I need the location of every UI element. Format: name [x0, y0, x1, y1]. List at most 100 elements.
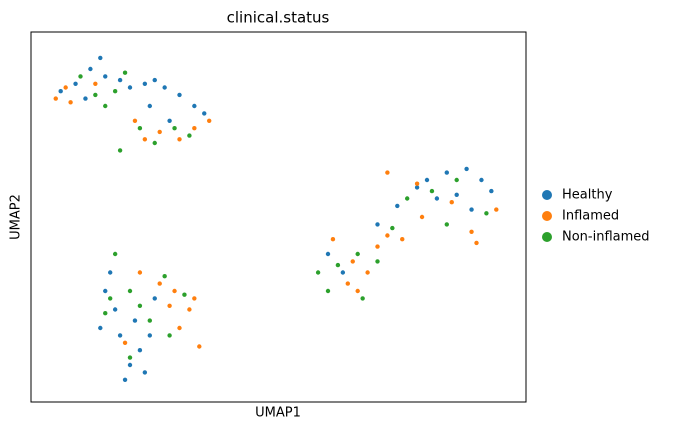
y-axis-label: UMAP2 [9, 194, 24, 240]
point [429, 188, 435, 194]
legend: Healthy Inflamed Non-inflamed [542, 188, 650, 245]
point [93, 81, 98, 87]
point [405, 196, 410, 201]
point [375, 259, 380, 264]
point [167, 333, 172, 338]
point [152, 296, 157, 301]
point [122, 340, 128, 345]
point [469, 229, 474, 234]
point [325, 288, 331, 294]
point [112, 307, 118, 312]
point [108, 270, 113, 275]
point [157, 281, 162, 286]
point [132, 118, 138, 124]
point [152, 140, 157, 146]
legend-marker [542, 232, 552, 242]
point [142, 81, 148, 87]
point [414, 185, 420, 190]
point [385, 233, 390, 238]
point [192, 296, 197, 301]
plot-area [31, 32, 526, 402]
point [365, 270, 370, 275]
point [132, 318, 138, 323]
point [479, 177, 484, 183]
point [103, 311, 108, 316]
point [350, 259, 355, 264]
point [335, 262, 341, 268]
point [355, 251, 360, 257]
points [53, 55, 499, 382]
point [172, 288, 177, 294]
point [375, 222, 380, 227]
point [147, 318, 152, 323]
point [375, 244, 380, 249]
point [454, 177, 459, 183]
point [449, 200, 454, 205]
point [444, 222, 449, 227]
point [108, 296, 113, 301]
point [454, 192, 459, 197]
point [172, 126, 177, 131]
point [162, 85, 167, 90]
point [390, 225, 395, 231]
point [127, 355, 133, 360]
point [469, 207, 474, 212]
plot-frame [30, 31, 527, 403]
point [474, 240, 479, 246]
point [202, 111, 207, 116]
point [187, 307, 192, 312]
point [340, 270, 346, 275]
legend-label: Inflamed [562, 209, 619, 224]
point [93, 92, 98, 98]
point [167, 303, 172, 308]
point [464, 166, 469, 172]
point [197, 344, 202, 349]
point [58, 89, 63, 94]
point [63, 85, 68, 90]
point [68, 100, 73, 105]
point [489, 188, 494, 194]
point [167, 118, 172, 124]
point [127, 362, 133, 368]
point [207, 118, 212, 124]
point [127, 85, 133, 90]
legend-label: Non-inflamed [562, 230, 650, 245]
point [103, 103, 108, 109]
chart-title: clinical.status [227, 9, 330, 27]
point [53, 96, 58, 101]
point [142, 137, 148, 142]
point [103, 288, 108, 294]
point [152, 77, 157, 83]
point [494, 207, 499, 212]
point [157, 129, 162, 135]
point [112, 89, 118, 94]
point [345, 281, 350, 286]
point [400, 237, 405, 242]
point [177, 137, 182, 142]
point [127, 288, 133, 294]
point [444, 170, 449, 175]
point [103, 74, 108, 79]
point [98, 325, 103, 331]
point [137, 348, 143, 353]
point [385, 170, 390, 175]
point [98, 55, 103, 61]
point [315, 270, 321, 275]
legend-marker [542, 211, 552, 221]
legend-marker [542, 190, 552, 200]
point [192, 126, 197, 131]
point [117, 77, 123, 83]
point [117, 148, 123, 153]
point [137, 270, 143, 275]
point [424, 177, 430, 183]
point [88, 66, 93, 72]
point [192, 103, 197, 109]
x-axis-label: UMAP1 [255, 406, 301, 421]
point [177, 92, 182, 98]
point [142, 370, 148, 375]
point [83, 96, 88, 101]
point [122, 70, 128, 75]
point [330, 237, 336, 242]
point [419, 214, 425, 220]
